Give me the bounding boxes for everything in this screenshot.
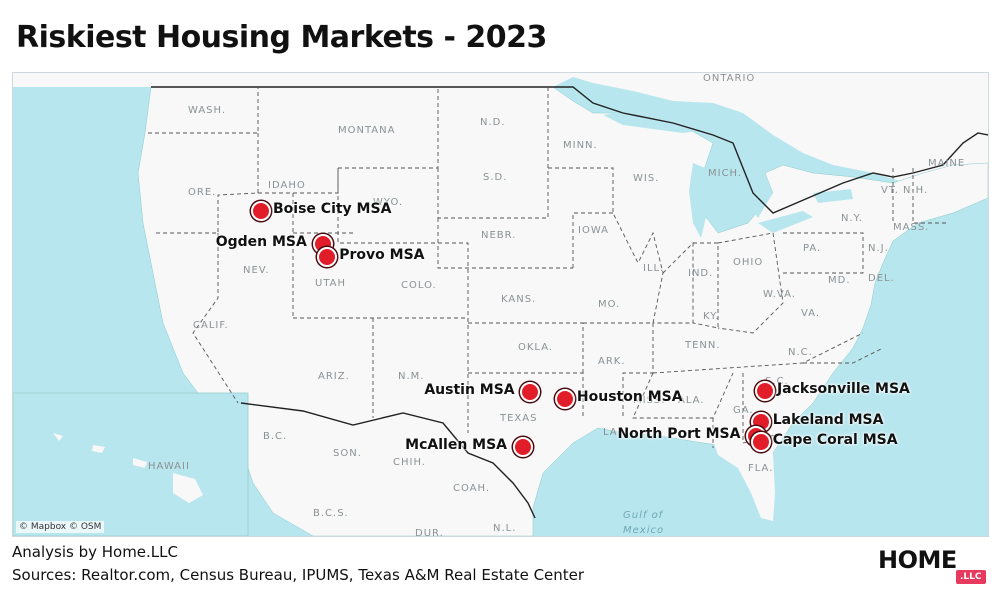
map-label: OKLA. xyxy=(518,342,553,353)
state-borders xyxy=(148,87,948,448)
map-label: S.D. xyxy=(483,172,507,183)
map-label: B.C. xyxy=(263,431,287,442)
logo-badge: .LLC xyxy=(956,570,986,584)
hawaii-inset xyxy=(13,392,249,536)
map-attribution[interactable]: © Mapbox © OSM xyxy=(16,521,105,533)
map-label: NEV. xyxy=(243,265,270,276)
us-mexico-border xyxy=(240,402,536,519)
market-marker[interactable] xyxy=(520,381,541,402)
market-marker[interactable] xyxy=(317,246,338,267)
map-label: COAH. xyxy=(453,483,490,494)
market-label: Houston MSA xyxy=(576,388,683,405)
market-label: McAllen MSA xyxy=(405,437,508,454)
map-label: TEXAS xyxy=(499,413,537,424)
market-marker[interactable] xyxy=(251,201,271,221)
market-label: Provo MSA xyxy=(339,246,425,263)
map-title: Riskiest Housing Markets - 2023 xyxy=(16,20,547,55)
map-label: N.J. xyxy=(868,243,889,254)
map-label: PA. xyxy=(803,243,821,254)
map-label: N.M. xyxy=(398,371,424,382)
market-marker[interactable] xyxy=(554,388,575,409)
map-label: B.C.S. xyxy=(313,508,349,519)
map-label: MISS. xyxy=(633,395,665,406)
map-label: N.Y. xyxy=(841,213,863,224)
map-label: N.H. xyxy=(903,185,928,196)
map-label: UTAH xyxy=(315,278,346,289)
map-label: ALA. xyxy=(678,395,705,406)
map-label: FLA. xyxy=(748,463,773,474)
map-label: ARIZ. xyxy=(318,371,350,382)
map-label: VT. xyxy=(881,185,899,196)
map-label: KY. xyxy=(703,311,719,322)
map-label: Gulf of xyxy=(623,510,664,521)
map-label: IOWA xyxy=(578,225,609,236)
map-labels: ONTARIO WASH. MONTANA N.D. MINN. ORE. IDAHO WYO… xyxy=(148,73,965,536)
us-canada-border xyxy=(151,86,988,214)
market-label: Boise City MSA xyxy=(273,201,392,217)
lake-michigan xyxy=(689,163,707,238)
map-label: VA. xyxy=(801,308,820,319)
home-llc-logo: HOME .LLC xyxy=(878,546,986,584)
map-label: WYO. xyxy=(373,197,403,208)
map-label: ARK. xyxy=(598,356,626,367)
map-label: SON. xyxy=(333,448,362,459)
map-label: TENN. xyxy=(684,340,721,351)
map-label: CHIH. xyxy=(393,457,426,468)
map-label: OHIO xyxy=(733,257,763,268)
logo-text: HOME xyxy=(878,546,957,574)
map-label: N.D. xyxy=(480,117,506,128)
map-label: ONTARIO xyxy=(703,73,755,84)
map-label: W.VA. xyxy=(763,289,796,300)
map-label: MASS. xyxy=(893,222,929,233)
sources-credit: Sources: Realtor.com, Census Bureau, IPU… xyxy=(12,566,585,584)
market-label: Lakeland MSA xyxy=(772,412,884,429)
baja-land xyxy=(261,393,348,533)
map-label: MD. xyxy=(828,275,851,286)
map-label: NEBR. xyxy=(481,230,516,241)
map-label: MAINE xyxy=(928,158,965,169)
analysis-credit: Analysis by Home.LLC xyxy=(12,543,178,561)
map-label: KANS. xyxy=(501,294,536,305)
map-label: DEL. xyxy=(868,273,895,284)
market-label: Ogden MSA xyxy=(215,233,307,250)
market-marker[interactable] xyxy=(750,432,771,453)
florida-land xyxy=(713,435,775,521)
map-label: ORE. xyxy=(188,187,216,198)
basemap: ONTARIO WASH. MONTANA N.D. MINN. ORE. IDAHO WYO… xyxy=(13,73,988,536)
map-label: IDAHO xyxy=(268,180,306,191)
map-label: HAWAII xyxy=(148,461,190,472)
map-label: DUR. xyxy=(415,528,444,536)
map-label: WIS. xyxy=(633,173,659,184)
map-label: ILL. xyxy=(643,263,664,274)
map-label: N.C. xyxy=(788,347,813,358)
gulf-water xyxy=(538,435,753,536)
market-label: North Port MSA xyxy=(617,425,741,442)
canada-land xyxy=(13,73,988,185)
map-label: MICH. xyxy=(708,168,742,179)
market-label: Cape Coral MSA xyxy=(772,432,898,449)
map-label: CALIF. xyxy=(193,320,229,331)
map-label: WASH. xyxy=(188,105,226,116)
market-marker[interactable] xyxy=(754,381,775,402)
market-marker[interactable] xyxy=(513,437,534,458)
map-label: IND. xyxy=(688,268,713,279)
map-label: S.C. xyxy=(765,376,789,387)
market-label: Austin MSA xyxy=(424,381,515,398)
map-label: LA. xyxy=(603,427,622,438)
map-label: N.L. xyxy=(493,523,516,534)
map-label: Mexico xyxy=(623,525,664,536)
lake-erie xyxy=(758,211,813,233)
map-frame[interactable]: ONTARIO WASH. MONTANA N.D. MINN. ORE. IDAHO WYO… xyxy=(12,72,989,537)
market-label: Jacksonville MSA xyxy=(776,381,910,398)
lake-huron xyxy=(728,163,773,218)
map-label: MO. xyxy=(598,299,620,310)
map-label: COLO. xyxy=(401,280,437,291)
map-label: GA. xyxy=(733,405,754,416)
map-label: MONTANA xyxy=(338,125,395,136)
lake-ontario xyxy=(813,189,853,203)
hawaii-islands xyxy=(53,433,203,503)
map-label: MINN. xyxy=(563,140,598,151)
